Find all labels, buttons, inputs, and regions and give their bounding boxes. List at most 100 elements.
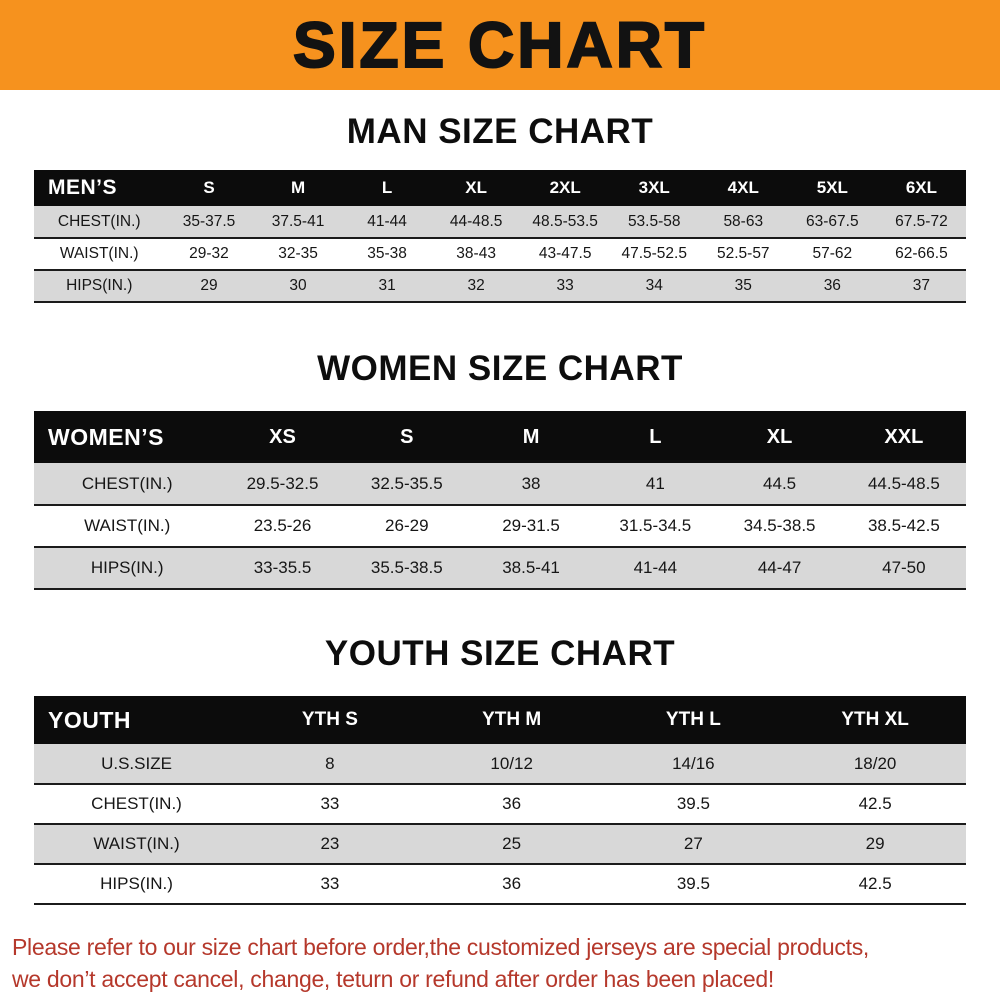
size-cell: 27	[683, 834, 703, 853]
size-cell: 33	[320, 794, 340, 813]
size-cell: 38.5-41	[502, 558, 560, 577]
size-cell: 47-50	[882, 558, 926, 577]
size-cell: 52.5-57	[716, 245, 770, 262]
table-row: HIPS(IN.) 33-35.5 35.5-38.5 38.5-41 41-44 44-…	[34, 547, 966, 589]
size-cell: 23.5-26	[253, 516, 312, 535]
size-cell: 44.5-48.5	[867, 473, 940, 493]
size-column-header: XS	[269, 425, 296, 448]
row-label: HIPS(IN.)	[66, 277, 133, 294]
row-label: WAIST(IN.)	[59, 245, 139, 262]
banner: SIZE CHART	[0, 0, 1000, 90]
size-cell: 36	[502, 874, 522, 893]
size-cell: 42.5	[858, 794, 892, 813]
size-cell: 35	[734, 277, 752, 294]
size-cell: 32	[467, 277, 485, 294]
size-cell: 37	[912, 277, 931, 294]
size-cell: 42.5	[858, 874, 892, 893]
women-size-table: WOMEN’S XS S M L XL XXL CHEST(IN.) 29.5-32.5 32.5…	[34, 411, 966, 590]
size-column-header: L	[649, 425, 662, 448]
size-column-header: 3XL	[638, 178, 670, 197]
size-cell: 33-35.5	[253, 558, 312, 577]
size-cell: 58-63	[723, 212, 764, 230]
size-cell: 33	[320, 874, 340, 893]
size-cell: 36	[502, 794, 522, 813]
size-cell: 36	[823, 277, 841, 294]
size-cell: 44-47	[757, 558, 802, 577]
size-cell: 53.5-58	[627, 212, 681, 230]
size-cell: 8	[325, 753, 335, 773]
size-cell: 35-38	[367, 245, 407, 262]
size-cell: 10/12	[490, 753, 533, 773]
size-cell: 29-31.5	[502, 516, 560, 535]
table-row: WAIST(IN.) 23.5-26 26-29 29-31.5 31.5-34.5 34…	[34, 505, 966, 547]
size-column-header: 5XL	[816, 178, 848, 197]
size-cell: 44.5	[763, 473, 797, 493]
row-label: WAIST(IN.)	[93, 834, 180, 853]
man-size-section: MAN SIZE CHART MEN’S S M L XL 2XL 3XL 4XL 5XL 6XL…	[0, 112, 1000, 303]
size-cell: 39.5	[676, 874, 710, 893]
disclaimer-line-2: we don’t accept cancel, change, teturn o…	[12, 966, 774, 993]
size-column-header: M	[522, 425, 540, 448]
size-cell: 35-37.5	[182, 212, 236, 230]
size-cell: 26-29	[385, 516, 429, 535]
size-cell: 39.5	[676, 794, 710, 813]
row-label: U.S.SIZE	[101, 753, 172, 773]
size-cell: 47.5-52.5	[621, 245, 687, 262]
size-column-header: XL	[766, 425, 793, 448]
size-cell: 29	[865, 834, 885, 853]
row-label: CHEST(IN.)	[57, 212, 141, 230]
page-title: SIZE CHART	[292, 9, 707, 81]
table-corner-label: MEN’S	[48, 176, 118, 199]
size-cell: 38-43	[456, 245, 496, 262]
size-cell: 14/16	[672, 753, 715, 773]
row-label: CHEST(IN.)	[81, 473, 173, 493]
size-cell: 31	[378, 277, 396, 294]
table-row: HIPS(IN.) 33 36 39.5 42.5	[34, 864, 966, 904]
disclaimer: Please refer to our size chart before or…	[12, 931, 1000, 995]
size-cell: 29	[200, 277, 218, 294]
table-row: U.S.SIZE 8 10/12 14/16 18/20	[34, 744, 966, 784]
row-label: WAIST(IN.)	[84, 516, 171, 535]
size-cell: 35.5-38.5	[370, 558, 443, 577]
women-size-heading: WOMEN SIZE CHART	[317, 349, 683, 388]
size-cell: 41-44	[367, 212, 407, 230]
size-column-header: 2XL	[549, 178, 581, 197]
youth-size-table: YOUTH YTH S YTH M YTH L YTH XL U.S.SIZE 8 10/12…	[34, 696, 966, 905]
size-cell: 57-62	[812, 245, 853, 262]
size-cell: 44-48.5	[449, 212, 503, 230]
size-cell: 38	[521, 473, 541, 493]
size-cell: 29.5-32.5	[246, 473, 319, 493]
size-cell: 18/20	[853, 753, 897, 773]
size-column-header: YTH S	[301, 709, 358, 730]
size-cell: 34.5-38.5	[743, 516, 816, 535]
table-row: HIPS(IN.) 29 30 31 32 33 34 35 36 37	[34, 270, 966, 302]
table-row: CHEST(IN.) 29.5-32.5 32.5-35.5 38 41 44.5 44.5…	[34, 463, 966, 505]
row-label: CHEST(IN.)	[91, 794, 182, 813]
size-cell: 23	[320, 834, 340, 853]
row-label: HIPS(IN.)	[90, 558, 164, 577]
table-header-row: MEN’S S M L XL 2XL 3XL 4XL 5XL 6XL	[34, 170, 966, 206]
size-cell: 25	[502, 834, 522, 853]
men-size-table: MEN’S S M L XL 2XL 3XL 4XL 5XL 6XL CHEST(IN.) 35-37…	[34, 170, 966, 303]
size-column-header: XXL	[884, 425, 924, 448]
size-cell: 32-35	[278, 245, 318, 262]
size-cell: 67.5-72	[895, 212, 948, 230]
table-corner-label: YOUTH	[48, 706, 131, 733]
size-cell: 31.5-34.5	[619, 516, 692, 535]
size-column-header: S	[203, 178, 215, 197]
size-cell: 30	[289, 277, 307, 294]
table-header-row: WOMEN’S XS S M L XL XXL	[34, 411, 966, 463]
youth-size-section: YOUTH SIZE CHART YOUTH YTH S YTH M YTH L YTH…	[0, 634, 1000, 905]
size-column-header: YTH XL	[841, 709, 909, 730]
table-header-row: YOUTH YTH S YTH M YTH L YTH XL	[34, 696, 966, 744]
size-column-header: L	[381, 178, 393, 197]
size-cell: 48.5-53.5	[532, 212, 598, 230]
table-row: CHEST(IN.) 33 36 39.5 42.5	[34, 784, 966, 824]
size-cell: 62-66.5	[895, 245, 948, 262]
disclaimer-line-1: Please refer to our size chart before or…	[12, 934, 869, 960]
table-row: WAIST(IN.) 29-32 32-35 35-38 38-43 43-47.5 47.…	[34, 238, 966, 270]
table-row: CHEST(IN.) 35-37.5 37.5-41 41-44 44-48.5 48.5…	[34, 206, 966, 238]
size-cell: 34	[645, 277, 663, 294]
size-cell: 43-47.5	[538, 245, 592, 262]
